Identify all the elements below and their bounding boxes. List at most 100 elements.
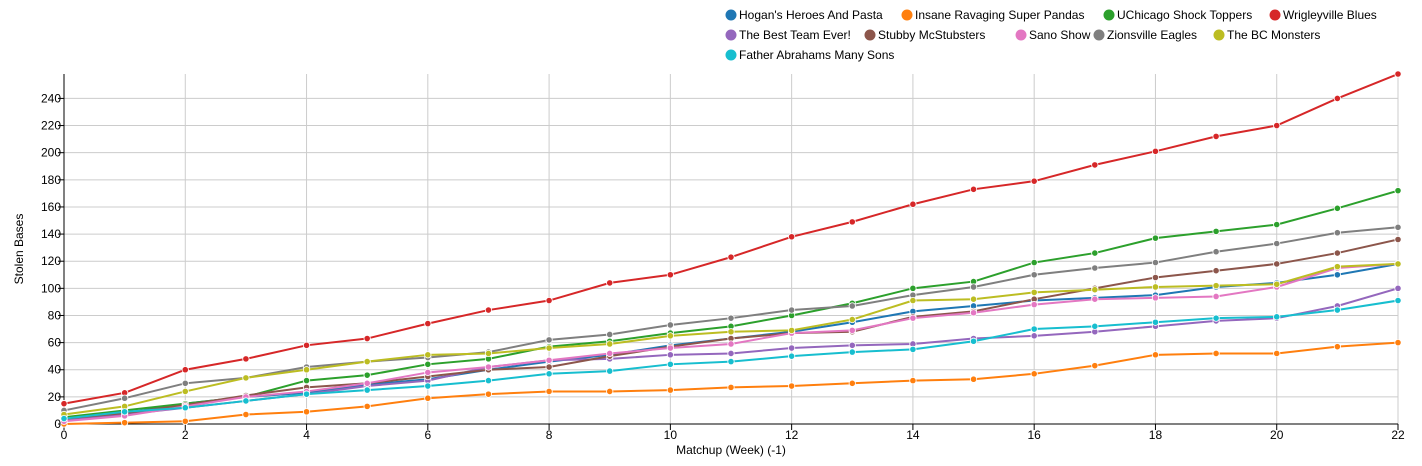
data-point[interactable] bbox=[181, 417, 189, 425]
legend-item[interactable]: Stubby McStubsters bbox=[864, 28, 986, 42]
data-point[interactable] bbox=[848, 218, 856, 226]
data-point[interactable] bbox=[1212, 227, 1220, 235]
data-point[interactable] bbox=[1030, 370, 1038, 378]
data-point[interactable] bbox=[727, 349, 735, 358]
data-point[interactable] bbox=[788, 382, 796, 390]
data-point[interactable] bbox=[666, 344, 674, 352]
data-point[interactable] bbox=[242, 410, 250, 419]
data-point[interactable] bbox=[1151, 351, 1160, 359]
data-point[interactable] bbox=[484, 349, 493, 358]
data-point[interactable] bbox=[727, 357, 735, 366]
data-point[interactable] bbox=[363, 357, 371, 366]
data-point[interactable] bbox=[545, 370, 553, 378]
data-point[interactable] bbox=[727, 314, 735, 322]
data-point[interactable] bbox=[848, 302, 856, 310]
data-point[interactable] bbox=[666, 271, 674, 279]
data-point[interactable] bbox=[302, 341, 311, 349]
data-point[interactable] bbox=[727, 340, 735, 348]
data-point[interactable] bbox=[1212, 132, 1220, 141]
data-point[interactable] bbox=[302, 376, 311, 385]
data-point[interactable] bbox=[545, 356, 553, 364]
data-point[interactable] bbox=[1030, 288, 1038, 297]
data-point[interactable] bbox=[1212, 267, 1220, 275]
legend-item[interactable]: Zionsville Eagles bbox=[1093, 28, 1198, 42]
data-point[interactable] bbox=[1394, 187, 1402, 195]
data-point[interactable] bbox=[1394, 339, 1402, 347]
data-point[interactable] bbox=[242, 355, 250, 363]
data-point[interactable] bbox=[788, 352, 796, 360]
data-point[interactable] bbox=[302, 408, 311, 416]
data-point[interactable] bbox=[606, 367, 614, 375]
data-point[interactable] bbox=[969, 185, 978, 193]
data-point[interactable] bbox=[302, 366, 311, 374]
data-point[interactable] bbox=[424, 351, 432, 359]
data-point[interactable] bbox=[1333, 343, 1341, 351]
data-point[interactable] bbox=[424, 360, 432, 368]
data-point[interactable] bbox=[484, 363, 493, 371]
data-point[interactable] bbox=[1030, 325, 1038, 333]
data-point[interactable] bbox=[1333, 204, 1341, 212]
data-point[interactable] bbox=[1030, 271, 1038, 279]
data-point[interactable] bbox=[1212, 349, 1220, 358]
data-point[interactable] bbox=[1273, 280, 1281, 288]
data-point[interactable] bbox=[1273, 349, 1281, 358]
data-point[interactable] bbox=[788, 344, 796, 352]
data-point[interactable] bbox=[1333, 263, 1341, 271]
data-point[interactable] bbox=[788, 233, 796, 241]
data-point[interactable] bbox=[1333, 271, 1341, 279]
data-point[interactable] bbox=[1091, 249, 1099, 257]
data-point[interactable] bbox=[909, 200, 917, 208]
data-point[interactable] bbox=[363, 379, 371, 387]
data-point[interactable] bbox=[1273, 313, 1281, 321]
data-point[interactable] bbox=[545, 296, 553, 305]
data-point[interactable] bbox=[1151, 318, 1160, 326]
data-point[interactable] bbox=[727, 253, 735, 261]
data-point[interactable] bbox=[1394, 260, 1402, 268]
data-point[interactable] bbox=[545, 363, 553, 371]
data-point[interactable] bbox=[545, 387, 553, 396]
data-point[interactable] bbox=[1091, 295, 1099, 303]
legend-item[interactable]: Sano Show bbox=[1015, 28, 1091, 42]
legend-item[interactable]: UChicago Shock Toppers bbox=[1103, 8, 1253, 22]
data-point[interactable] bbox=[606, 330, 614, 339]
data-point[interactable] bbox=[424, 320, 432, 328]
data-point[interactable] bbox=[1212, 292, 1220, 301]
data-point[interactable] bbox=[302, 390, 311, 398]
data-point[interactable] bbox=[848, 341, 856, 349]
data-point[interactable] bbox=[484, 390, 493, 398]
data-point[interactable] bbox=[666, 321, 674, 329]
data-point[interactable] bbox=[606, 349, 614, 358]
legend-item[interactable]: Hogan's Heroes And Pasta bbox=[725, 8, 884, 22]
data-point[interactable] bbox=[181, 366, 189, 374]
data-point[interactable] bbox=[60, 400, 68, 408]
data-point[interactable] bbox=[181, 379, 189, 387]
data-point[interactable] bbox=[1212, 314, 1220, 322]
data-point[interactable] bbox=[424, 368, 432, 377]
data-point[interactable] bbox=[1212, 282, 1220, 290]
data-point[interactable] bbox=[363, 402, 371, 410]
data-point[interactable] bbox=[1394, 223, 1402, 231]
data-point[interactable] bbox=[484, 306, 493, 314]
data-point[interactable] bbox=[545, 344, 553, 352]
data-point[interactable] bbox=[909, 314, 917, 322]
legend-item[interactable]: The Best Team Ever! bbox=[725, 28, 851, 42]
data-point[interactable] bbox=[848, 326, 856, 334]
data-point[interactable] bbox=[1333, 94, 1341, 103]
data-point[interactable] bbox=[1091, 362, 1099, 370]
data-point[interactable] bbox=[969, 295, 978, 303]
data-point[interactable] bbox=[181, 387, 189, 396]
data-point[interactable] bbox=[121, 419, 129, 427]
legend-item[interactable]: Insane Ravaging Super Pandas bbox=[901, 8, 1085, 22]
data-point[interactable] bbox=[1030, 258, 1038, 267]
data-point[interactable] bbox=[1151, 234, 1160, 242]
data-point[interactable] bbox=[909, 345, 917, 353]
data-point[interactable] bbox=[1030, 332, 1038, 340]
data-point[interactable] bbox=[1151, 283, 1160, 291]
data-point[interactable] bbox=[1091, 161, 1099, 169]
data-point[interactable] bbox=[666, 386, 674, 394]
data-point[interactable] bbox=[727, 328, 735, 336]
data-point[interactable] bbox=[1151, 273, 1160, 282]
data-point[interactable] bbox=[1091, 286, 1099, 294]
data-point[interactable] bbox=[1030, 301, 1038, 309]
data-point[interactable] bbox=[1212, 248, 1220, 256]
